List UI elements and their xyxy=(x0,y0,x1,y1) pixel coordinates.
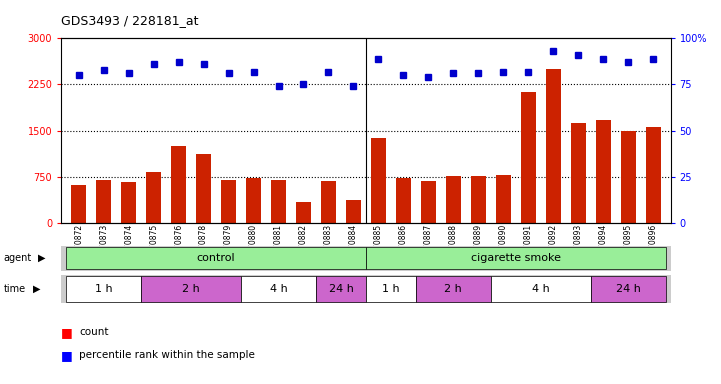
Text: 24 h: 24 h xyxy=(329,284,353,294)
Bar xyxy=(221,180,236,223)
Bar xyxy=(246,179,261,223)
Bar xyxy=(196,154,211,223)
Text: GDS3493 / 228181_at: GDS3493 / 228181_at xyxy=(61,14,199,27)
Bar xyxy=(596,119,611,223)
Bar xyxy=(396,179,411,223)
Bar xyxy=(146,172,162,223)
Bar xyxy=(421,181,435,223)
Bar xyxy=(590,276,665,302)
Text: 1 h: 1 h xyxy=(382,284,399,294)
Bar xyxy=(271,180,286,223)
Text: ■: ■ xyxy=(61,326,73,339)
Bar xyxy=(346,200,361,223)
Text: ■: ■ xyxy=(61,349,73,362)
Text: 24 h: 24 h xyxy=(616,284,640,294)
Text: 4 h: 4 h xyxy=(532,284,549,294)
Bar xyxy=(366,276,416,302)
Text: percentile rank within the sample: percentile rank within the sample xyxy=(79,350,255,360)
Text: ▶: ▶ xyxy=(37,253,45,263)
Bar xyxy=(496,175,510,223)
Bar xyxy=(141,276,241,302)
Bar xyxy=(171,146,186,223)
Bar xyxy=(570,122,585,223)
Bar xyxy=(316,276,366,302)
Text: 2 h: 2 h xyxy=(444,284,462,294)
Bar xyxy=(121,182,136,223)
Bar xyxy=(296,202,311,223)
Text: count: count xyxy=(79,327,109,337)
Bar xyxy=(416,276,491,302)
Bar xyxy=(321,181,336,223)
Bar xyxy=(621,131,636,223)
Bar xyxy=(71,185,87,223)
Bar xyxy=(96,180,111,223)
Text: cigarette smoke: cigarette smoke xyxy=(471,253,561,263)
Text: agent: agent xyxy=(4,253,32,263)
Text: 2 h: 2 h xyxy=(182,284,200,294)
Bar xyxy=(66,276,141,302)
Bar xyxy=(371,138,386,223)
Text: time: time xyxy=(4,284,26,294)
Bar xyxy=(366,247,665,270)
Bar xyxy=(645,127,660,223)
Bar xyxy=(546,69,561,223)
Text: 1 h: 1 h xyxy=(95,284,112,294)
Bar xyxy=(471,176,486,223)
Bar xyxy=(491,276,590,302)
Text: ▶: ▶ xyxy=(33,284,40,294)
Bar xyxy=(446,176,461,223)
Bar xyxy=(241,276,316,302)
Text: control: control xyxy=(197,253,235,263)
Bar xyxy=(521,92,536,223)
Bar xyxy=(66,247,366,270)
Text: 4 h: 4 h xyxy=(270,284,288,294)
